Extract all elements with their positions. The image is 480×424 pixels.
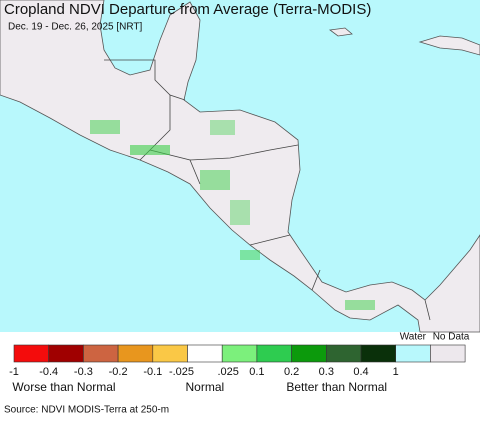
legend-tick-label: 1 [393, 366, 399, 378]
legend-group: Normal [186, 380, 225, 394]
legend-swatch [48, 344, 84, 363]
border [424, 299, 431, 321]
legend-tick-label: -0.2 [109, 366, 128, 378]
cropland-speckle [90, 120, 375, 310]
legend-tick-label: -.025 [169, 366, 194, 378]
legend-swatch [395, 344, 431, 363]
legend-tick-label: .025 [217, 366, 238, 378]
legend-tick-label: 0.2 [284, 366, 299, 378]
border [249, 234, 291, 246]
land [0, 0, 480, 333]
source: Source: NDVI MODIS-Terra at 250-m [4, 405, 169, 416]
legend-swatch [430, 344, 466, 363]
legend-tick-label: -0.3 [74, 366, 93, 378]
legend-group: Worse than Normal [12, 380, 115, 394]
legend-swatch [152, 344, 188, 363]
island [328, 27, 353, 37]
legend-swatch [117, 344, 154, 363]
island [418, 35, 480, 56]
border [104, 59, 186, 101]
legend-group: Better than Normal [286, 380, 387, 394]
legend-tick-label: 0.3 [319, 366, 334, 378]
subtitle: Dec. 19 - Dec. 26, 2025 [NRT] [8, 22, 143, 33]
border [189, 144, 299, 161]
legend-swatch [13, 344, 50, 363]
legend-tick-label: -0.4 [39, 366, 58, 378]
legend-swatch [360, 344, 397, 363]
legend-swatch [221, 344, 258, 363]
legend-label: No Data [433, 332, 470, 343]
legend-swatch [325, 344, 362, 363]
legend-swatch [256, 344, 292, 363]
legend-tick-label: 0.1 [249, 366, 264, 378]
border [311, 269, 321, 291]
legend-swatch [83, 344, 119, 363]
legend-label: Water [400, 332, 427, 343]
legend: Water No Data -1 -0.4 -0.3 -0.2 -0.1 -.025 .025 0… [9, 332, 470, 395]
legend-swatch [187, 344, 223, 363]
legend-tick-label: -0.1 [143, 366, 162, 378]
legend-tick-label: -1 [9, 366, 19, 378]
title: Cropland NDVI Departure from Average (Te… [4, 1, 371, 18]
legend-swatch [291, 344, 327, 363]
mainland [0, 0, 480, 333]
legend-tick-label: 0.4 [353, 366, 368, 378]
